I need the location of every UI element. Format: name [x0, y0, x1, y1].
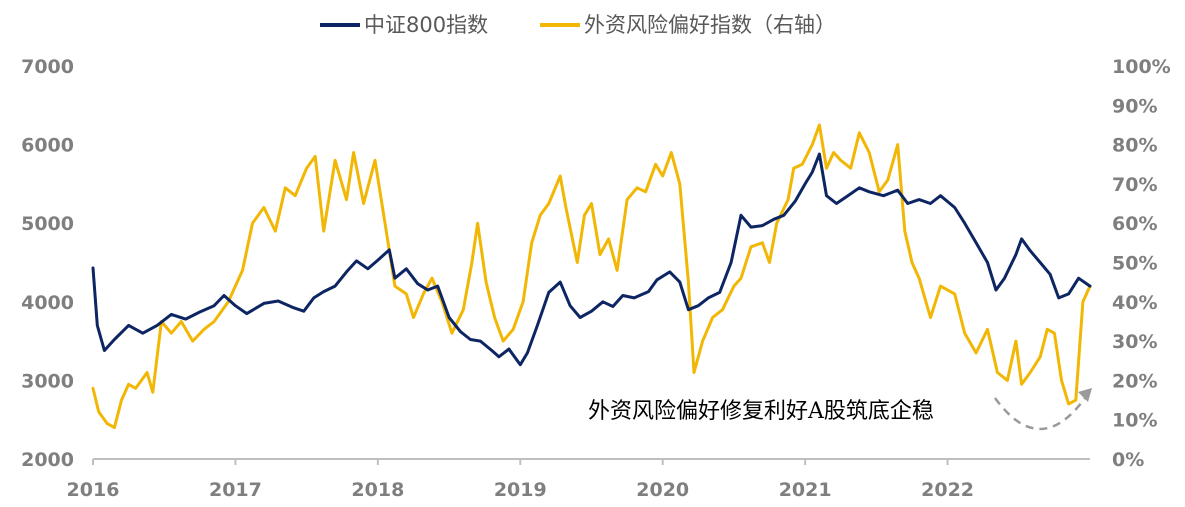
y-left-tick-label: 3000 — [21, 370, 74, 392]
y-left-tick-label: 2000 — [21, 449, 74, 471]
y-right-tick-label: 30% — [1112, 331, 1157, 353]
series-line-foreign-risk — [91, 123, 1092, 430]
y-right-tick-label: 40% — [1112, 292, 1157, 314]
y-axis-left: 2000 3000 4000 5000 6000 7000 — [21, 56, 74, 471]
x-tick-label: 2021 — [779, 479, 832, 501]
annotation-text: 外资风险偏好修复利好A股筑底企稳 — [588, 399, 934, 424]
y-left-tick-label: 4000 — [21, 292, 74, 314]
y-right-tick-label: 20% — [1112, 370, 1157, 392]
y-right-tick-label: 60% — [1112, 213, 1157, 235]
legend-label-csi800: 中证800指数 — [364, 13, 488, 37]
x-tick-label: 2018 — [351, 479, 404, 501]
x-axis: 2016 2017 2018 2019 2020 2021 2022 — [67, 458, 1090, 501]
annotation-arrow — [993, 397, 1087, 431]
y-left-tick-label: 5000 — [21, 213, 74, 235]
y-right-tick-label: 10% — [1112, 410, 1157, 432]
x-tick-label: 2020 — [636, 479, 689, 501]
x-tick-label: 2019 — [494, 479, 547, 501]
y-right-tick-label: 50% — [1112, 253, 1157, 275]
y-right-tick-label: 80% — [1112, 135, 1157, 157]
x-tick-label: 2017 — [209, 479, 262, 501]
annotation-arrowhead — [1078, 388, 1092, 402]
series-line-csi800 — [91, 152, 1092, 367]
legend: 中证800指数 外资风险偏好指数（右轴） — [320, 13, 836, 37]
x-tick-label: 2016 — [67, 479, 120, 501]
legend-label-foreign-risk: 外资风险偏好指数（右轴） — [584, 13, 836, 37]
y-right-tick-label: 0% — [1112, 449, 1144, 471]
y-right-tick-label: 90% — [1112, 95, 1157, 117]
y-left-tick-label: 6000 — [21, 135, 74, 157]
y-left-tick-label: 7000 — [21, 56, 74, 78]
x-tick-label: 2022 — [921, 479, 974, 501]
y-right-tick-label: 70% — [1112, 174, 1157, 196]
y-right-tick-label: 100% — [1112, 56, 1171, 78]
series-layer — [91, 123, 1092, 430]
y-axis-right: 0% 10% 20% 30% 40% 50% 60% 70% 80% 90% 100% — [1112, 56, 1171, 471]
